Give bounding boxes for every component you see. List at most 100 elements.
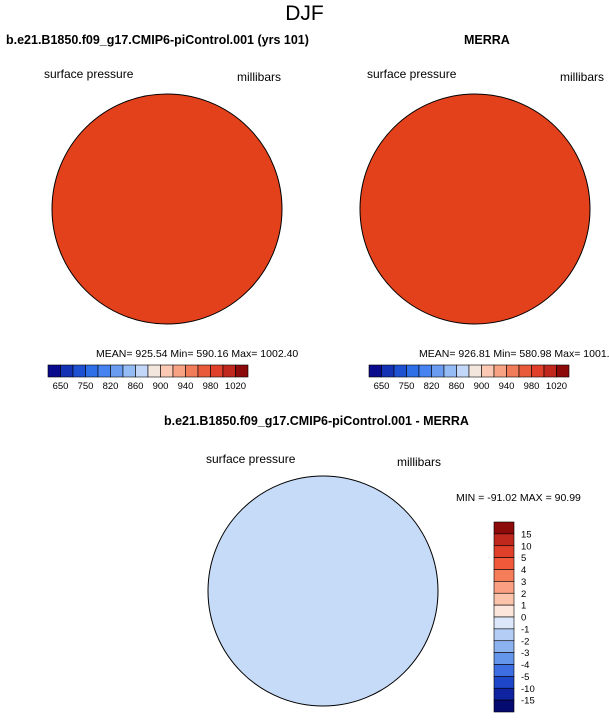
colorbar-difference-tick-label: 15 xyxy=(521,529,532,540)
colorbar-model: 650 750 820 860 900 940 980 1020 xyxy=(47,364,249,392)
colorbar-difference-tick-label: -3 xyxy=(521,648,529,659)
colorbar-difference-swatch xyxy=(493,687,515,701)
colorbar-model-tick-label: 980 xyxy=(203,381,219,392)
colorbar-model-tick-label: 650 xyxy=(53,381,69,392)
panel-model-units: millibars xyxy=(237,70,282,84)
colorbar-model-tick-label: 750 xyxy=(78,381,94,392)
colorbar-difference-tick-label: 5 xyxy=(521,553,526,564)
panel-model-stats: MEAN= 925.54 Min= 590.16 Max= 1002.40 xyxy=(96,348,299,360)
panel-difference-stats: MIN = -91.02 MAX = 90.99 xyxy=(456,492,581,504)
colorbar-difference-tick-label: 4 xyxy=(521,565,526,576)
colorbar-merra-swatch xyxy=(456,364,470,378)
map-model-border xyxy=(51,93,283,325)
colorbar-model-swatch xyxy=(135,364,149,378)
colorbar-difference-swatch xyxy=(493,521,515,535)
colorbar-merra-tick-label: 900 xyxy=(474,381,490,392)
panel-difference-units: millibars xyxy=(397,455,442,469)
colorbar-merra-swatch xyxy=(393,364,407,378)
colorbar-difference-swatch xyxy=(493,676,515,689)
colorbar-model-tick-label: 820 xyxy=(103,381,119,392)
colorbar-merra-tick-label: 820 xyxy=(424,381,440,392)
colorbar-merra-swatch xyxy=(406,364,420,378)
colorbar-difference-tick-label: 0 xyxy=(521,613,526,624)
colorbar-merra-swatch xyxy=(468,364,482,378)
colorbar-merra-tick-label: 1020 xyxy=(546,381,567,392)
colorbar-model-swatch xyxy=(85,364,99,378)
panel-model-left-label: surface pressure xyxy=(44,67,134,81)
colorbar-model-tick-label: 1020 xyxy=(225,381,246,392)
colorbar-merra-swatch xyxy=(493,364,507,378)
panel-merra-units: millibars xyxy=(560,70,605,84)
colorbar-difference-tick-label: 2 xyxy=(521,589,526,600)
colorbar-merra-swatch xyxy=(381,364,395,378)
colorbar-difference-tick-label: -2 xyxy=(521,636,529,647)
colorbar-model-swatch xyxy=(210,364,224,378)
colorbar-model-swatch xyxy=(47,364,61,378)
colorbar-difference-tick-label: -1 xyxy=(521,624,529,635)
colorbar-merra-swatch xyxy=(368,364,382,378)
colorbar-difference-swatch xyxy=(493,581,515,594)
colorbar-merra: 650 750 820 860 900 940 980 1020 xyxy=(368,364,570,392)
colorbar-difference-swatch xyxy=(493,557,515,570)
colorbar-model-swatch xyxy=(197,364,211,378)
map-merra-border xyxy=(359,93,591,325)
map-difference-border xyxy=(207,475,439,707)
map-merra-ocean xyxy=(360,94,590,324)
colorbar-merra-swatch xyxy=(431,364,445,378)
colorbar-merra-tick-label: 980 xyxy=(524,381,540,392)
colorbar-merra-tick-label: 650 xyxy=(374,381,390,392)
colorbar-difference-tick-label: -15 xyxy=(521,696,535,707)
panel-difference-left-label: surface pressure xyxy=(206,452,296,466)
colorbar-model-swatch xyxy=(160,364,174,378)
colorbar-difference-swatch xyxy=(493,592,515,606)
colorbar-difference-swatch xyxy=(493,569,515,582)
colorbar-difference-swatch xyxy=(493,652,515,665)
panel-merra-stats: MEAN= 926.81 Min= 580.98 Max= 1001.54 xyxy=(419,348,609,360)
colorbar-model-tick-label: 900 xyxy=(153,381,169,392)
colorbar-merra-tick-label: 940 xyxy=(499,381,515,392)
map-difference xyxy=(207,475,439,707)
colorbar-merra-swatch xyxy=(518,364,532,378)
colorbar-model-tick-label: 860 xyxy=(128,381,144,392)
map-model-ocean xyxy=(52,94,282,324)
colorbar-difference-tick-label: -5 xyxy=(521,672,529,683)
colorbar-merra-swatch xyxy=(556,364,570,378)
colorbar-model-swatch xyxy=(222,364,236,378)
colorbar-difference-tick-label: -10 xyxy=(521,684,535,695)
colorbar-merra-swatch xyxy=(443,364,457,378)
colorbar-model-tick-label: 940 xyxy=(178,381,194,392)
colorbar-model-swatch xyxy=(122,364,136,378)
colorbar-difference-swatch xyxy=(493,616,515,630)
colorbar-difference-tick-label: -4 xyxy=(521,660,529,671)
colorbar-model-swatch xyxy=(185,364,199,378)
map-difference-background xyxy=(208,476,438,706)
colorbar-model-swatch xyxy=(60,364,74,378)
colorbar-model-swatch xyxy=(235,364,249,378)
colorbar-model-swatch xyxy=(97,364,111,378)
colorbar-difference-swatch xyxy=(493,533,515,547)
panel-difference-title: b.e21.B1850.f09_g17.CMIP6-piControl.001 … xyxy=(164,414,469,428)
colorbar-merra-swatch xyxy=(543,364,557,378)
colorbar-merra-tick-label: 750 xyxy=(399,381,415,392)
colorbar-merra-swatch xyxy=(506,364,520,378)
colorbar-model-swatch xyxy=(110,364,124,378)
colorbar-difference-tick-label: 1 xyxy=(521,601,526,612)
colorbar-difference-swatch xyxy=(493,699,515,713)
colorbar-difference-swatch xyxy=(493,628,515,642)
colorbar-difference-swatch xyxy=(493,604,515,618)
figure-title: DJF xyxy=(285,2,324,25)
map-merra xyxy=(359,93,591,325)
colorbar-difference-tick-label: 10 xyxy=(521,541,532,552)
colorbar-model-swatch xyxy=(147,364,161,378)
panel-merra-left-label: surface pressure xyxy=(367,67,457,81)
colorbar-merra-tick-label: 860 xyxy=(449,381,465,392)
panel-merra-title: MERRA xyxy=(464,33,510,47)
colorbar-merra-swatch xyxy=(418,364,432,378)
colorbar-merra-swatch xyxy=(481,364,495,378)
panel-model-title: b.e21.B1850.f09_g17.CMIP6-piControl.001 … xyxy=(6,33,309,47)
colorbar-model-swatch xyxy=(72,364,86,378)
map-model xyxy=(51,93,283,325)
colorbar-difference-swatch xyxy=(493,640,515,653)
